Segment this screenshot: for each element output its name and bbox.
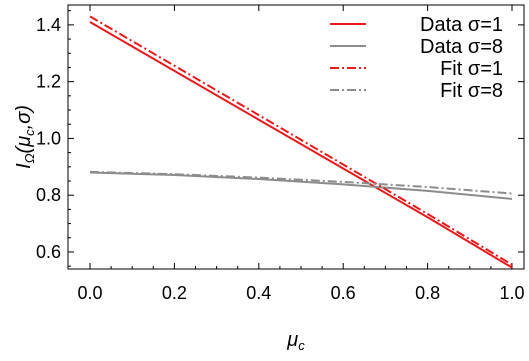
x-tick-label: 1.0 (499, 283, 524, 303)
legend-label: Fit σ=1 (440, 58, 503, 80)
legend-label: Fit σ=8 (440, 80, 503, 102)
series-line-4 (89, 170, 513, 195)
plot-area (67, 4, 525, 270)
x-tick-label: 0.4 (246, 283, 271, 303)
series-line-2 (89, 171, 513, 200)
legend-label: Data σ=1 (420, 14, 503, 36)
series-line-3 (89, 15, 513, 266)
y-axis: 0.6 0.8 1.0 1.2 1.4 (36, 10, 524, 267)
series-line-1 (89, 21, 513, 269)
y-tick-label: 0.6 (36, 242, 61, 262)
legend-label: Data σ=8 (420, 36, 503, 58)
series-layer (89, 15, 513, 269)
y-tick-label: 1.2 (36, 72, 61, 92)
x-tick-label: 0.6 (331, 283, 356, 303)
y-tick-label: 0.8 (36, 185, 61, 205)
x-tick-label: 0.8 (415, 283, 440, 303)
x-tick-label: 0.0 (77, 283, 102, 303)
x-axis: 0.0 0.2 0.4 0.6 0.8 1.0 (77, 5, 525, 303)
x-axis-title: μc (286, 329, 305, 353)
y-tick-label: 1.0 (36, 128, 61, 148)
y-axis-title: IΩ(μc,σ) (13, 105, 37, 169)
y-tick-label: 1.4 (36, 15, 61, 35)
x-tick-label: 0.2 (162, 283, 187, 303)
plot-frame (67, 4, 525, 270)
